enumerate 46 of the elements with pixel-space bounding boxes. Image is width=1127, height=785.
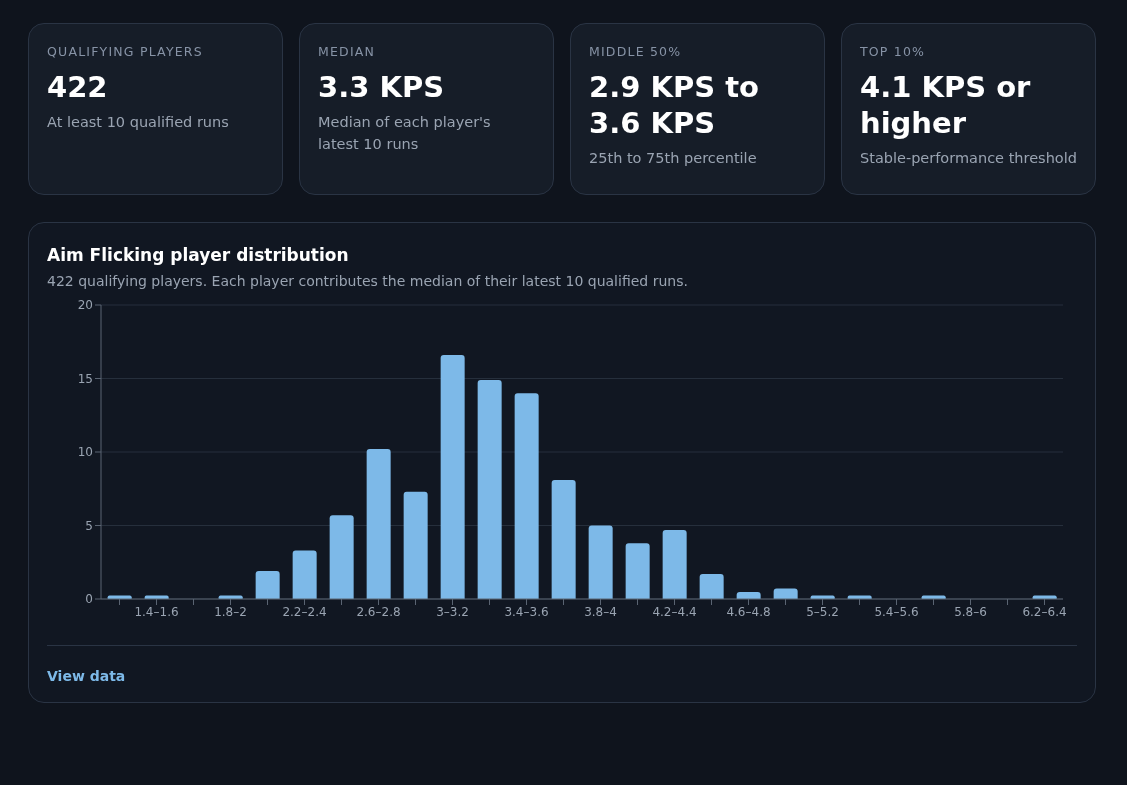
text: Median of each player's latest 10 runs [318, 113, 492, 154]
x-tick-label: 2.6–2.8 [356, 604, 401, 619]
bar [477, 379, 502, 599]
bar [255, 571, 280, 599]
y-tick-label: 5 [85, 518, 93, 533]
y-tick-label: 0 [85, 592, 93, 607]
y-tick-label: 15 [77, 371, 93, 386]
bar [514, 393, 539, 599]
chart-subtitle: 422 qualifying players. Each player contributes the median of their latest 10 qualified runs. [47, 273, 689, 289]
text: 4.1 KPS or higher [860, 69, 1032, 141]
text: MIDDLE 50% [589, 44, 683, 59]
bar [366, 449, 391, 599]
bar [440, 354, 465, 599]
text: QUALIFYING PLAYERS [47, 44, 204, 59]
bar [329, 515, 354, 599]
chart-title: Aim Flicking player distribution [47, 245, 350, 265]
x-tick-label: 1.8–2 [214, 604, 247, 619]
text: 2.9 KPS to 3.6 KPS [589, 69, 760, 141]
bar [699, 574, 724, 599]
text: TOP 10% [860, 44, 927, 59]
x-tick-label: 2.2–2.4 [282, 604, 327, 619]
x-tick-label: 4.6–4.8 [726, 604, 771, 619]
bar [588, 525, 613, 599]
text: At least 10 qualified runs [47, 113, 230, 132]
x-tick-label: 3–3.2 [436, 604, 469, 619]
text: 422 [47, 69, 109, 105]
text: 25th to 75th percentile [589, 149, 758, 168]
bar [662, 529, 687, 599]
bar [403, 491, 428, 599]
y-tick-label: 20 [77, 298, 93, 313]
text: 3.3 KPS [318, 69, 446, 105]
x-tick-label: 1.4–1.6 [134, 604, 179, 619]
x-tick-label: 5.8–6 [954, 604, 987, 619]
x-tick-label: 5.4–5.6 [874, 604, 919, 619]
bar [292, 550, 317, 599]
y-tick-label: 10 [77, 445, 93, 460]
x-tick-label: 5–5.2 [806, 604, 839, 619]
text: View data [47, 668, 127, 684]
bar [551, 479, 576, 599]
x-tick-label: 3.8–4 [584, 604, 617, 619]
x-tick-label: 6.2–6.4 [1022, 604, 1067, 619]
x-tick-label: 3.4–3.6 [504, 604, 549, 619]
text: MEDIAN [318, 44, 377, 59]
x-tick-label: 4.2–4.4 [652, 604, 697, 619]
bar [625, 543, 650, 599]
text: Stable-performance threshold [860, 149, 1077, 168]
